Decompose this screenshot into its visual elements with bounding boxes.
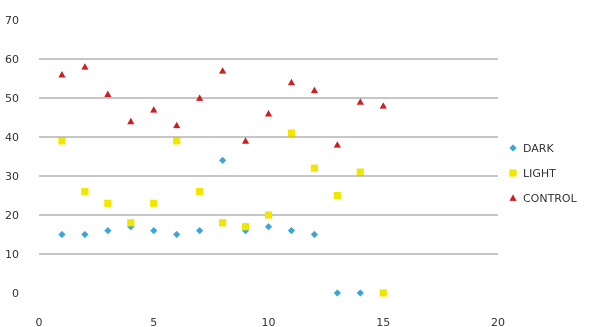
x-tick-label: 0 bbox=[36, 316, 43, 327]
point-control bbox=[264, 110, 273, 117]
point-control bbox=[241, 137, 250, 144]
y-tick-label: 70 bbox=[5, 14, 19, 27]
point-light bbox=[81, 188, 89, 196]
point-control bbox=[333, 141, 341, 148]
point-dark bbox=[150, 227, 158, 235]
point-control bbox=[287, 78, 296, 86]
legend-entry-dark: DARK bbox=[509, 142, 554, 155]
point-dark bbox=[196, 227, 204, 235]
point-control bbox=[104, 90, 112, 97]
point-control bbox=[58, 71, 66, 78]
point-control bbox=[196, 94, 204, 101]
y-tick-label: 40 bbox=[5, 131, 19, 144]
legend-marker-light bbox=[509, 169, 517, 177]
point-light bbox=[150, 199, 158, 207]
point-dark bbox=[81, 230, 89, 239]
x-axis-tick-labels: 0 5 10 15 20 bbox=[36, 316, 506, 327]
point-light bbox=[310, 164, 318, 172]
legend-entry-control: CONTROL bbox=[509, 192, 578, 205]
point-control bbox=[310, 86, 318, 94]
y-tick-label: 50 bbox=[5, 92, 19, 105]
point-light bbox=[219, 219, 227, 227]
point-light bbox=[333, 191, 341, 200]
point-light bbox=[356, 168, 364, 176]
series-control bbox=[58, 63, 387, 148]
point-light bbox=[127, 219, 135, 227]
point-control bbox=[356, 98, 364, 105]
point-light bbox=[379, 289, 387, 297]
x-tick-label: 5 bbox=[150, 316, 157, 327]
point-dark bbox=[58, 230, 66, 239]
legend: DARK LIGHT CONTROL bbox=[509, 142, 578, 205]
legend-label: CONTROL bbox=[523, 192, 578, 205]
point-control bbox=[379, 102, 387, 109]
point-control bbox=[219, 67, 227, 74]
point-dark bbox=[356, 289, 364, 297]
point-light bbox=[287, 129, 296, 137]
point-dark bbox=[219, 156, 227, 164]
point-control bbox=[127, 117, 135, 125]
x-tick-label: 20 bbox=[491, 316, 505, 327]
point-light bbox=[264, 211, 273, 219]
point-light bbox=[104, 199, 112, 207]
point-control bbox=[81, 63, 89, 70]
y-tick-label: 10 bbox=[5, 248, 19, 261]
y-tick-label: 0 bbox=[12, 287, 19, 300]
point-control bbox=[173, 121, 181, 129]
legend-entry-light: LIGHT bbox=[509, 167, 556, 180]
point-light bbox=[196, 188, 204, 196]
y-tick-label: 30 bbox=[5, 170, 19, 183]
point-light bbox=[58, 137, 66, 145]
point-control bbox=[150, 106, 158, 113]
series-dark bbox=[58, 156, 364, 297]
point-dark bbox=[264, 223, 273, 231]
point-dark bbox=[173, 230, 181, 239]
point-dark bbox=[310, 230, 318, 239]
x-tick-label: 15 bbox=[376, 316, 390, 327]
data-series bbox=[58, 63, 387, 297]
series-light bbox=[58, 129, 387, 297]
gridlines bbox=[39, 58, 498, 255]
legend-label: DARK bbox=[523, 142, 554, 155]
y-axis-tick-labels: 0 10 20 30 40 50 60 70 bbox=[5, 14, 19, 300]
y-tick-label: 20 bbox=[5, 209, 19, 222]
point-dark bbox=[333, 289, 341, 297]
y-tick-label: 60 bbox=[5, 53, 19, 66]
point-dark bbox=[104, 227, 112, 235]
legend-marker-control bbox=[509, 194, 517, 201]
legend-label: LIGHT bbox=[523, 167, 556, 180]
point-light bbox=[173, 137, 181, 145]
point-dark bbox=[287, 227, 296, 235]
legend-marker-dark bbox=[509, 144, 517, 152]
x-tick-label: 10 bbox=[262, 316, 276, 327]
point-light bbox=[241, 223, 250, 231]
